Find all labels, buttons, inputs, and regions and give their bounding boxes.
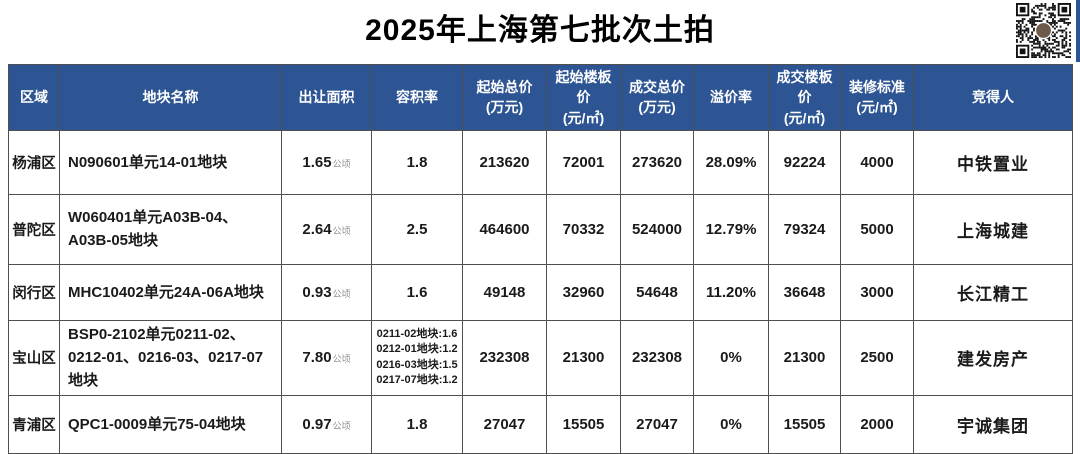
start-total-cell: 213620	[462, 129, 547, 195]
decoration-cell: 2000	[840, 394, 914, 454]
plot-name-cell: QPC1-0009单元75-04地块	[59, 394, 282, 454]
area-unit-label: 公顷	[332, 288, 351, 299]
region-cell: 闵行区	[8, 263, 60, 321]
table-row: 宝山区 BSP0-2102单元0211-02、0212-01、0216-03、0…	[8, 319, 1073, 396]
deal-floor-cell: 36648	[768, 263, 841, 321]
col-header-plot-ratio: 容积率	[371, 64, 463, 131]
col-header-premium-rate: 溢价率	[693, 64, 769, 131]
decoration-cell: 3000	[840, 263, 914, 321]
area-unit-label: 公顷	[332, 420, 351, 431]
area-cell: 0.93公顷	[281, 263, 372, 321]
table-row: 青浦区 QPC1-0009单元75-04地块 0.97公顷 1.8 27047 …	[8, 394, 1073, 454]
area-cell: 2.64公顷	[281, 193, 372, 265]
land-auction-table: 区域 地块名称 出让面积 容积率 起始总价 (万元) 起始楼板价 (元/㎡) 成交总…	[8, 64, 1073, 454]
start-floor-cell: 70332	[546, 193, 621, 265]
plot-ratio-cell: 1.8	[371, 394, 463, 454]
decoration-cell: 2500	[840, 319, 914, 396]
table-row: 闵行区 MHC10402单元24A-06A地块 0.93公顷 1.6 49148…	[8, 263, 1073, 321]
premium-cell: 12.79%	[693, 193, 769, 265]
plot-ratio-cell: 1.8	[371, 129, 463, 195]
winner-cell: 建发房产	[913, 319, 1073, 396]
area-unit-label: 公顷	[332, 158, 351, 169]
area-cell: 0.97公顷	[281, 394, 372, 454]
plot-ratio-cell: 1.6	[371, 263, 463, 321]
premium-cell: 0%	[693, 394, 769, 454]
deal-floor-cell: 92224	[768, 129, 841, 195]
winner-cell: 上海城建	[913, 193, 1073, 265]
col-header-area: 出让面积	[281, 64, 372, 131]
deal-floor-cell: 15505	[768, 394, 841, 454]
winner-cell: 长江精工	[913, 263, 1073, 321]
deal-floor-cell: 79324	[768, 193, 841, 265]
deal-total-cell: 27047	[620, 394, 694, 454]
deal-total-cell: 273620	[620, 129, 694, 195]
region-cell: 宝山区	[8, 319, 60, 396]
area-cell: 1.65公顷	[281, 129, 372, 195]
area-unit-label: 公顷	[332, 354, 351, 365]
plot-ratio-cell: 2.5	[371, 193, 463, 265]
premium-cell: 28.09%	[693, 129, 769, 195]
page-title: 2025年上海第七批次土拍	[365, 14, 715, 47]
deal-total-cell: 54648	[620, 263, 694, 321]
winner-cell: 宇诚集团	[913, 394, 1073, 454]
deal-total-cell: 232308	[620, 319, 694, 396]
table-row: 普陀区 W060401单元A03B-04、A03B-05地块 2.64公顷 2.…	[8, 193, 1073, 265]
decoration-cell: 5000	[840, 193, 914, 265]
col-header-start-floor-price: 起始楼板价 (元/㎡)	[546, 64, 621, 131]
start-total-cell: 232308	[462, 319, 547, 396]
area-unit-label: 公顷	[332, 225, 351, 236]
col-header-decoration-standard: 装修标准 (元/㎡)	[840, 64, 914, 131]
start-floor-cell: 15505	[546, 394, 621, 454]
plot-name-cell: BSP0-2102单元0211-02、0212-01、0216-03、0217-…	[59, 319, 282, 396]
col-header-deal-total: 成交总价 (万元)	[620, 64, 694, 131]
table-header: 区域 地块名称 出让面积 容积率 起始总价 (万元) 起始楼板价 (元/㎡) 成交总…	[8, 64, 1073, 131]
area-cell: 7.80公顷	[281, 319, 372, 396]
col-header-start-total: 起始总价 (万元)	[462, 64, 547, 131]
table-row: 杨浦区 N090601单元14-01地块 1.65公顷 1.8 213620 7…	[8, 129, 1073, 195]
plot-name-cell: N090601单元14-01地块	[59, 129, 282, 195]
col-header-deal-floor-price: 成交楼板价 (元/㎡)	[768, 64, 841, 131]
decoration-cell: 4000	[840, 129, 914, 195]
deal-floor-cell: 21300	[768, 319, 841, 396]
region-cell: 普陀区	[8, 193, 60, 265]
col-header-winner: 竞得人	[913, 64, 1073, 131]
winner-cell: 中铁置业	[913, 129, 1073, 195]
deal-total-cell: 524000	[620, 193, 694, 265]
plot-ratio-cell: 0211-02地块:1.6 0212-01地块:1.2 0216-03地块:1.…	[371, 319, 463, 396]
premium-cell: 11.20%	[693, 263, 769, 321]
start-total-cell: 464600	[462, 193, 547, 265]
start-floor-cell: 21300	[546, 319, 621, 396]
col-header-region: 区域	[8, 64, 60, 131]
region-cell: 青浦区	[8, 394, 60, 454]
start-total-cell: 27047	[462, 394, 547, 454]
region-cell: 杨浦区	[8, 129, 60, 195]
start-floor-cell: 32960	[546, 263, 621, 321]
start-floor-cell: 72001	[546, 129, 621, 195]
title-bar: 2025年上海第七批次土拍	[0, 0, 1080, 64]
premium-cell: 0%	[693, 319, 769, 396]
start-total-cell: 49148	[462, 263, 547, 321]
qr-code-icon	[1016, 3, 1071, 58]
plot-name-cell: MHC10402单元24A-06A地块	[59, 263, 282, 321]
col-header-plot-name: 地块名称	[59, 64, 282, 131]
table-body: 杨浦区 N090601单元14-01地块 1.65公顷 1.8 213620 7…	[8, 129, 1073, 454]
page-edge-accent	[1076, 0, 1080, 62]
plot-name-cell: W060401单元A03B-04、A03B-05地块	[59, 193, 282, 265]
